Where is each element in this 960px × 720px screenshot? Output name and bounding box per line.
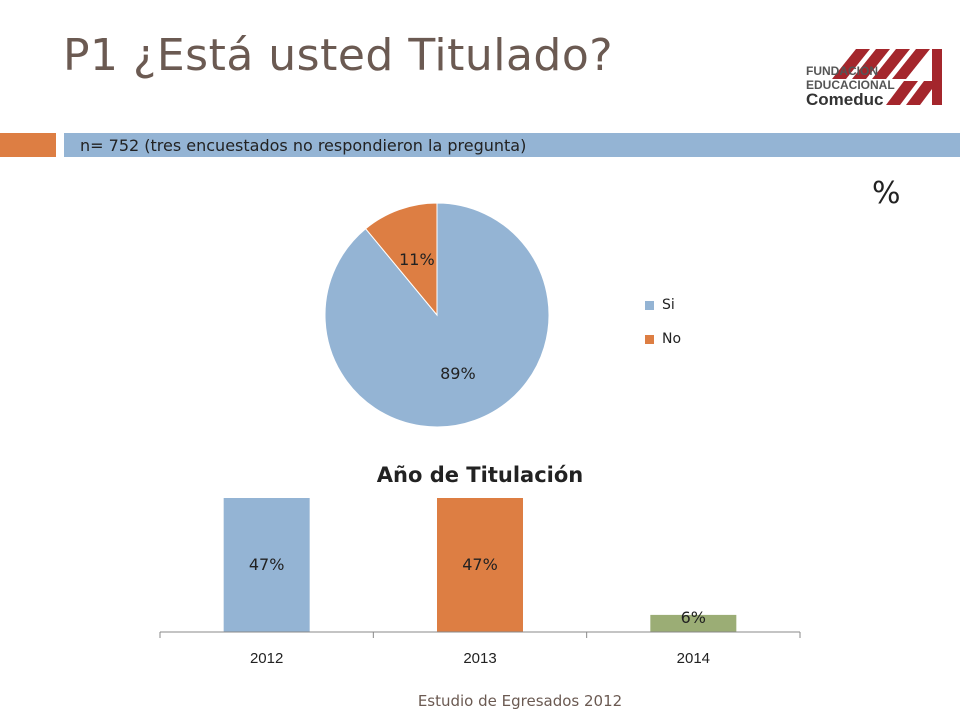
legend-item-no: No	[645, 322, 681, 356]
legend-label-no: No	[662, 331, 682, 347]
subtitle: n= 752 (tres encuestados no respondieron…	[80, 136, 527, 155]
pie-legend: Si No	[645, 288, 681, 356]
page-title: P1 ¿Está usted Titulado?	[63, 30, 614, 81]
x-tick-2013: 2013	[463, 650, 496, 667]
unit-symbol: %	[872, 176, 901, 211]
subtitle-bar	[64, 133, 960, 157]
pie-chart: 89% 11%	[324, 202, 550, 428]
logo-line-1: FUNDACIÓN	[806, 63, 878, 78]
bar-label-2012: 47%	[249, 555, 285, 574]
footer: Estudio de Egresados 2012	[417, 692, 623, 710]
legend-label-si: Si	[662, 297, 675, 313]
x-tick-2012: 2012	[250, 650, 283, 667]
pie-slice-no	[364, 202, 438, 317]
bar-label-2014: 6%	[681, 608, 706, 627]
logo-line-2: EDUCACIONAL	[806, 78, 895, 92]
logo-name: Comeduc	[806, 90, 883, 109]
accent-bar	[0, 133, 56, 157]
legend-item-si: Si	[645, 288, 681, 322]
bar-chart: 47% 2012 47% 2013 6% 2014	[159, 498, 801, 667]
legend-swatch-si	[645, 300, 654, 310]
logo-mark	[832, 49, 942, 105]
x-tick-2014: 2014	[677, 650, 710, 667]
bar-2014	[650, 614, 737, 632]
comeduc-logo: FUNDACIÓN EDUCACIONAL Comeduc	[806, 49, 942, 109]
bar-label-2013: 47%	[462, 555, 498, 574]
bar-2012	[223, 498, 310, 632]
pie-label-si: 89%	[440, 364, 476, 383]
bar-chart-title: Año de Titulación	[376, 463, 584, 487]
pie-label-no: 11%	[399, 250, 435, 269]
bar-2013	[437, 498, 523, 632]
legend-swatch-no	[645, 334, 654, 344]
